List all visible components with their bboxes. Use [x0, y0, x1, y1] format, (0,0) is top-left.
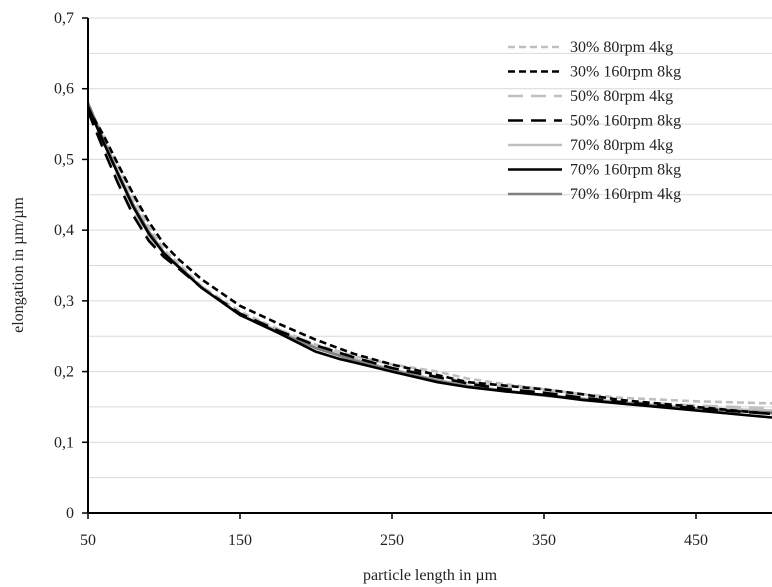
y-tick-label: 0,7: [54, 10, 74, 27]
series-line-3: [86, 109, 772, 410]
series-line-1: [86, 105, 772, 405]
x-tick-label: 250: [380, 532, 404, 549]
y-axis-title: elongation in µm/µm: [10, 197, 27, 333]
y-tick-label: 0,4: [54, 222, 74, 239]
gridlines: [88, 17, 772, 479]
legend-label-7: 70% 160rpm 4kg: [570, 186, 681, 203]
legend-label-1: 30% 80rpm 4kg: [570, 39, 673, 56]
series-line-4: [86, 110, 772, 416]
series-line-6: [86, 105, 772, 419]
x-tick-label: 50: [80, 532, 96, 549]
y-tick-label: 0,3: [54, 293, 74, 310]
legend-label-6: 70% 160rpm 8kg: [570, 162, 681, 179]
x-ticks: 50 150 250 350 450: [80, 513, 708, 549]
axes: [87, 18, 772, 514]
y-tick-label: 0,2: [54, 364, 74, 381]
x-tick-label: 150: [228, 532, 252, 549]
legend-label-3: 50% 80rpm 4kg: [570, 88, 673, 105]
y-tick-label: 0,1: [54, 434, 74, 451]
legend-label-5: 70% 80rpm 4kg: [570, 137, 673, 154]
y-tick-label: 0,5: [54, 151, 74, 168]
y-ticks: 0 0,1 0,2 0,3 0,4 0,5 0,6 0,7: [54, 10, 88, 522]
series-line-2: [86, 107, 772, 416]
y-tick-label: 0,6: [54, 81, 74, 98]
legend: 30% 80rpm 4kg 30% 160rpm 8kg 50% 80rpm 4kg…: [508, 39, 681, 203]
x-axis-title: particle length in µm: [363, 567, 498, 584]
legend-label-4: 50% 160rpm 8kg: [570, 113, 681, 130]
x-tick-label: 350: [532, 532, 556, 549]
y-tick-label: 0: [66, 505, 74, 522]
legend-label-2: 30% 160rpm 8kg: [570, 64, 681, 81]
x-tick-label: 450: [684, 532, 708, 549]
series-lines: [86, 102, 772, 419]
